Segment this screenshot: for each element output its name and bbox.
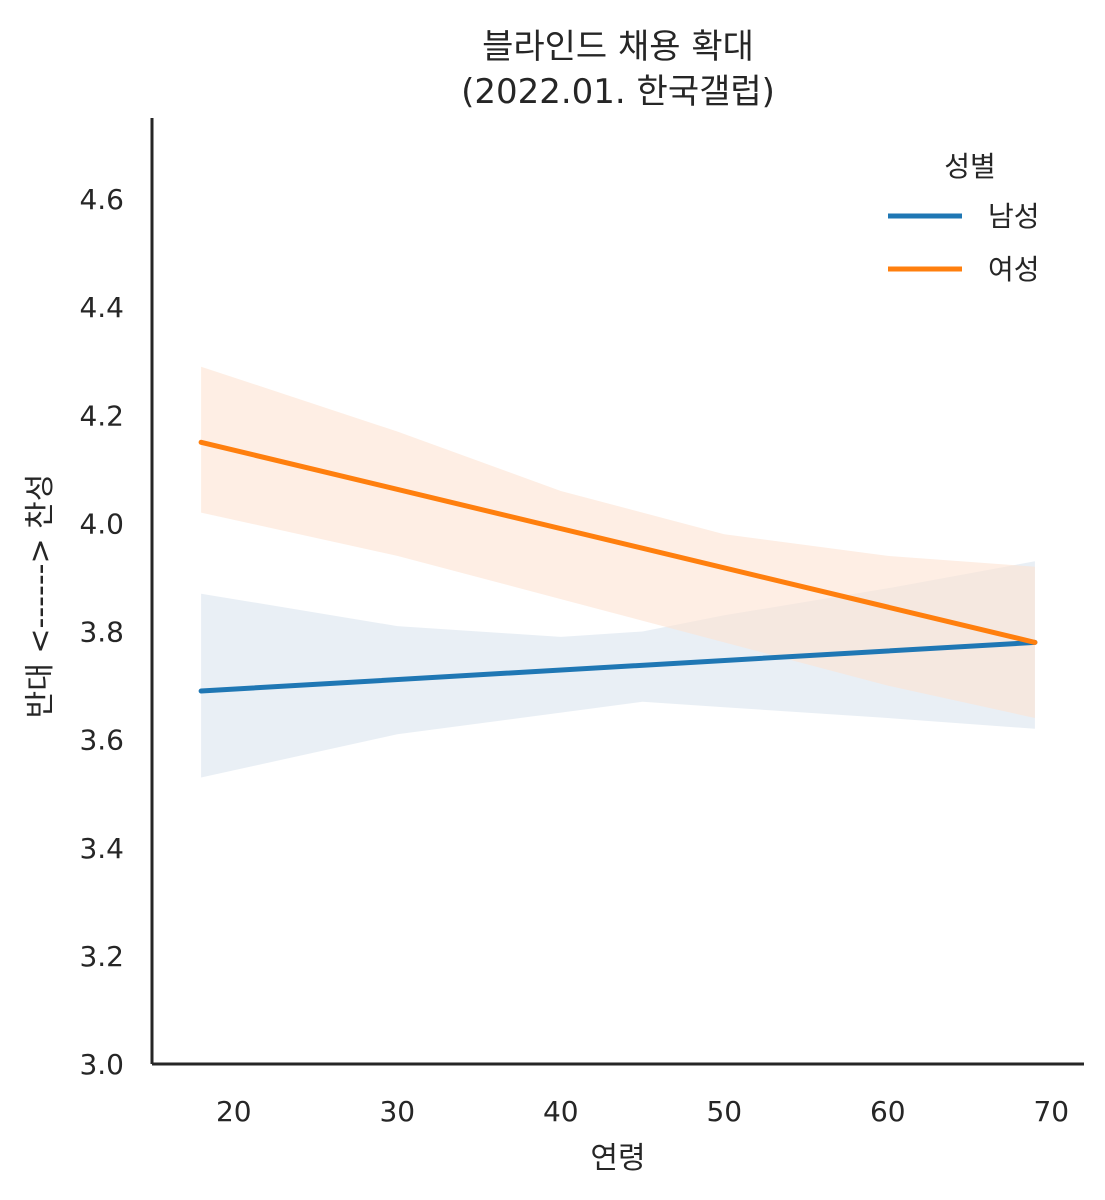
x-tick-label: 30 (379, 1095, 415, 1128)
y-tick-label: 3.6 (79, 724, 124, 757)
y-tick-label: 3.8 (79, 616, 124, 649)
y-tick-label: 3.0 (79, 1048, 124, 1081)
x-tick-label: 70 (1033, 1095, 1069, 1128)
confidence-bands (201, 366, 1035, 778)
y-tick-label: 4.2 (79, 399, 124, 432)
x-axis-label: 연령 (590, 1141, 645, 1176)
y-tick-label: 3.2 (79, 940, 124, 973)
legend-label-여성: 여성 (988, 253, 1040, 286)
legend-title: 성별 (944, 150, 996, 183)
y-tick-label: 3.4 (79, 832, 124, 865)
series-line-남성 (198, 639, 1038, 694)
legend: 성별 남성 여성 (888, 150, 1040, 286)
chart-title-line1: 블라인드 채용 확대 (482, 27, 754, 67)
y-tick-labels: 3.0 3.2 3.4 3.6 3.8 4.0 4.2 4.4 4.6 (79, 183, 124, 1081)
regression-lines (198, 439, 1038, 694)
x-tick-label: 50 (706, 1095, 742, 1128)
y-axis-label: 반대 <------> 찬성 (23, 474, 58, 719)
x-tick-label: 60 (870, 1095, 906, 1128)
y-tick-label: 4.4 (79, 291, 124, 324)
series-line-여성 (198, 439, 1038, 645)
x-tick-label: 40 (543, 1095, 579, 1128)
y-tick-label: 4.0 (79, 507, 124, 540)
y-tick-label: 4.6 (79, 183, 124, 216)
chart-title-line2: (2022.01. 한국갤럽) (461, 72, 775, 112)
x-tick-labels: 20 30 40 50 60 70 (216, 1095, 1069, 1128)
legend-label-남성: 남성 (988, 200, 1040, 233)
x-tick-label: 20 (216, 1095, 252, 1128)
